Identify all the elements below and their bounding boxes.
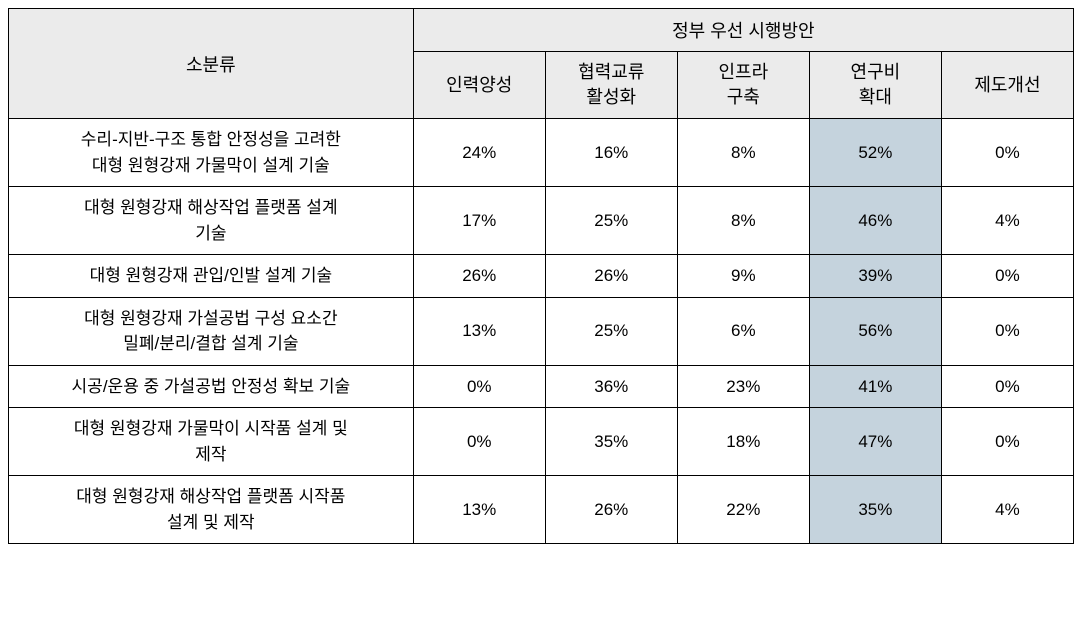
row-category: 대형 원형강재 해상작업 플랫폼 시작품 설계 및 제작 bbox=[9, 476, 414, 544]
data-cell: 8% bbox=[677, 119, 809, 187]
data-cell: 22% bbox=[677, 476, 809, 544]
data-cell: 56% bbox=[809, 297, 941, 365]
row-category: 대형 원형강재 가물막이 시작품 설계 및 제작 bbox=[9, 408, 414, 476]
data-cell: 18% bbox=[677, 408, 809, 476]
table-row: 대형 원형강재 가설공법 구성 요소간 밀폐/분리/결합 설계 기술13%25%… bbox=[9, 297, 1074, 365]
row-category: 수리-지반-구조 통합 안정성을 고려한 대형 원형강재 가물막이 설계 기술 bbox=[9, 119, 414, 187]
data-cell: 9% bbox=[677, 255, 809, 298]
data-cell: 4% bbox=[941, 187, 1073, 255]
data-cell: 4% bbox=[941, 476, 1073, 544]
data-cell: 0% bbox=[941, 119, 1073, 187]
data-cell: 46% bbox=[809, 187, 941, 255]
data-cell: 41% bbox=[809, 365, 941, 408]
data-cell: 6% bbox=[677, 297, 809, 365]
group-header: 정부 우선 시행방안 bbox=[413, 9, 1073, 52]
data-cell: 35% bbox=[809, 476, 941, 544]
data-cell: 23% bbox=[677, 365, 809, 408]
table-row: 대형 원형강재 해상작업 플랫폼 설계 기술17%25%8%46%4% bbox=[9, 187, 1074, 255]
data-cell: 0% bbox=[941, 408, 1073, 476]
data-cell: 26% bbox=[545, 476, 677, 544]
table-header: 소분류 정부 우선 시행방안 인력양성협력교류 활성화인프라 구축연구비 확대제… bbox=[9, 9, 1074, 119]
data-cell: 16% bbox=[545, 119, 677, 187]
column-header: 제도개선 bbox=[941, 52, 1073, 119]
table-row: 대형 원형강재 관입/인발 설계 기술26%26%9%39%0% bbox=[9, 255, 1074, 298]
data-cell: 25% bbox=[545, 297, 677, 365]
data-cell: 39% bbox=[809, 255, 941, 298]
data-cell: 0% bbox=[413, 365, 545, 408]
data-cell: 8% bbox=[677, 187, 809, 255]
column-header: 인력양성 bbox=[413, 52, 545, 119]
category-header: 소분류 bbox=[9, 9, 414, 119]
table-row: 수리-지반-구조 통합 안정성을 고려한 대형 원형강재 가물막이 설계 기술2… bbox=[9, 119, 1074, 187]
data-cell: 13% bbox=[413, 297, 545, 365]
row-category: 시공/운용 중 가설공법 안정성 확보 기술 bbox=[9, 365, 414, 408]
table-row: 시공/운용 중 가설공법 안정성 확보 기술0%36%23%41%0% bbox=[9, 365, 1074, 408]
table-body: 수리-지반-구조 통합 안정성을 고려한 대형 원형강재 가물막이 설계 기술2… bbox=[9, 119, 1074, 544]
data-cell: 35% bbox=[545, 408, 677, 476]
data-cell: 25% bbox=[545, 187, 677, 255]
data-cell: 0% bbox=[941, 365, 1073, 408]
data-cell: 47% bbox=[809, 408, 941, 476]
row-category: 대형 원형강재 가설공법 구성 요소간 밀폐/분리/결합 설계 기술 bbox=[9, 297, 414, 365]
data-cell: 13% bbox=[413, 476, 545, 544]
data-cell: 26% bbox=[413, 255, 545, 298]
data-cell: 24% bbox=[413, 119, 545, 187]
table-row: 대형 원형강재 가물막이 시작품 설계 및 제작0%35%18%47%0% bbox=[9, 408, 1074, 476]
data-table: 소분류 정부 우선 시행방안 인력양성협력교류 활성화인프라 구축연구비 확대제… bbox=[8, 8, 1074, 544]
table-row: 대형 원형강재 해상작업 플랫폼 시작품 설계 및 제작13%26%22%35%… bbox=[9, 476, 1074, 544]
data-cell: 0% bbox=[941, 255, 1073, 298]
data-cell: 52% bbox=[809, 119, 941, 187]
data-cell: 0% bbox=[941, 297, 1073, 365]
data-cell: 36% bbox=[545, 365, 677, 408]
row-category: 대형 원형강재 해상작업 플랫폼 설계 기술 bbox=[9, 187, 414, 255]
column-header: 연구비 확대 bbox=[809, 52, 941, 119]
column-header: 협력교류 활성화 bbox=[545, 52, 677, 119]
data-cell: 17% bbox=[413, 187, 545, 255]
data-cell: 26% bbox=[545, 255, 677, 298]
data-cell: 0% bbox=[413, 408, 545, 476]
row-category: 대형 원형강재 관입/인발 설계 기술 bbox=[9, 255, 414, 298]
column-header: 인프라 구축 bbox=[677, 52, 809, 119]
